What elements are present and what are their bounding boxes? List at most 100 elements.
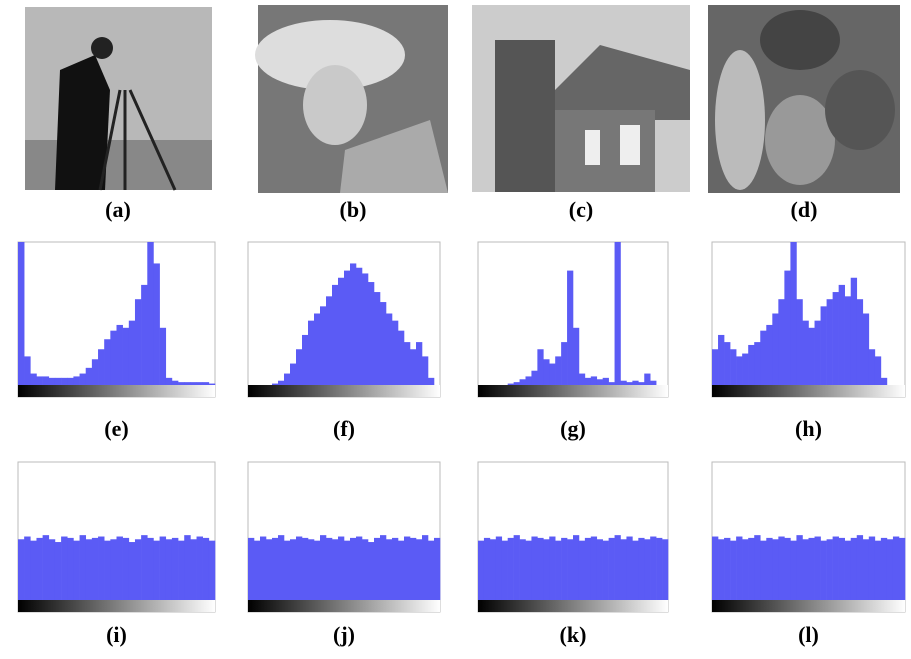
histogram-bar [98, 536, 105, 600]
histogram-bar [856, 299, 864, 385]
histogram-bar [501, 540, 508, 600]
histogram-bar [868, 536, 876, 600]
histogram-bar [784, 270, 791, 385]
histogram-bar [73, 376, 80, 385]
histogram-bar [898, 537, 906, 600]
histogram-bar [302, 334, 309, 385]
histogram-bar [561, 342, 568, 385]
histogram-bar [602, 377, 609, 385]
histogram-bar [495, 536, 503, 600]
histogram-bar [590, 536, 598, 600]
histogram-bar [91, 359, 99, 385]
histogram-bar [110, 330, 117, 385]
histogram-bar [567, 539, 574, 600]
histogram-bar [626, 536, 633, 600]
histogram-bar [844, 540, 852, 600]
histogram-bar [531, 370, 538, 385]
histogram-bar [590, 376, 598, 385]
colorbar [712, 600, 905, 612]
histogram-bar [850, 277, 858, 385]
histogram-bar [165, 539, 173, 600]
histogram-bar [147, 242, 154, 385]
histogram-bar [602, 540, 609, 600]
histogram-bar [356, 267, 363, 385]
histogram-bar [656, 537, 663, 600]
histogram-bar [159, 327, 167, 385]
histogram-bar [314, 313, 321, 385]
histogram-bar [549, 536, 556, 600]
histogram-bar [862, 313, 870, 385]
colorbar [18, 600, 215, 612]
panel-label: (d) [791, 197, 818, 222]
histogram-bar [196, 536, 203, 600]
histogram-bar [644, 373, 651, 385]
histogram-bar [171, 537, 179, 600]
histogram-bar [519, 379, 526, 385]
histogram-bar [368, 542, 375, 600]
histogram-bar [754, 342, 761, 385]
histogram-bar [790, 540, 797, 600]
histogram-bar [507, 383, 514, 385]
histogram-bar [760, 330, 767, 385]
histogram-bar [838, 284, 845, 385]
histogram-bar [338, 277, 345, 385]
histogram-bar [718, 334, 725, 385]
histogram-bar [778, 536, 785, 600]
histogram-bar [874, 356, 882, 385]
histogram-bar [141, 535, 148, 600]
histogram-bar [730, 540, 737, 600]
histogram-bar [596, 379, 603, 385]
histogram-bar [54, 542, 62, 600]
histogram-bar [134, 299, 142, 385]
histogram-bar [48, 377, 56, 385]
histogram-bar [892, 536, 900, 600]
histogram-bar [638, 537, 645, 600]
histogram-bar [584, 377, 592, 385]
histogram-bar [868, 349, 876, 385]
panel-label: (c) [569, 197, 593, 222]
panel-label: (l) [798, 622, 819, 647]
colorbar [478, 600, 668, 612]
histogram-bar [122, 537, 130, 600]
histogram-bar [308, 320, 315, 385]
histogram-bar [79, 535, 87, 600]
histogram-bar [392, 537, 399, 600]
histogram-bar [573, 535, 580, 600]
histogram-bar [620, 380, 627, 385]
colorbar [248, 385, 440, 397]
histogram-bar [796, 535, 803, 600]
histogram-bar [314, 540, 321, 600]
histogram-bar [184, 382, 191, 385]
histogram-bar [134, 539, 142, 600]
histogram-bar [61, 536, 68, 600]
histogram-bar [519, 539, 526, 600]
histogram-bar [596, 539, 603, 600]
histogram-bar [147, 537, 154, 600]
histogram-bar [178, 382, 185, 385]
histogram-bar [856, 535, 864, 600]
histogram-bar [79, 373, 87, 385]
histogram-bar [171, 380, 179, 385]
histogram-bar [626, 382, 633, 385]
histogram-bar [808, 327, 815, 385]
histogram-bar [350, 537, 357, 600]
histogram-bar [772, 539, 779, 600]
histogram-bar [320, 306, 327, 385]
histogram-bar [178, 540, 185, 600]
histogram-bar [104, 540, 111, 600]
histogram-bar [326, 537, 333, 600]
histogram-bar [766, 324, 773, 385]
histogram-bar [712, 536, 719, 600]
histogram-bar [573, 327, 580, 385]
histogram-bar [196, 382, 203, 385]
histogram-bar [61, 377, 68, 385]
histogram-bar [30, 373, 37, 385]
histogram-bar [208, 383, 216, 385]
histogram-bar [718, 539, 725, 600]
histogram-bar [73, 540, 80, 600]
histogram-bar [159, 536, 167, 600]
histogram-bar [290, 539, 297, 600]
histogram-bar [362, 539, 369, 600]
histogram-bar [632, 540, 639, 600]
